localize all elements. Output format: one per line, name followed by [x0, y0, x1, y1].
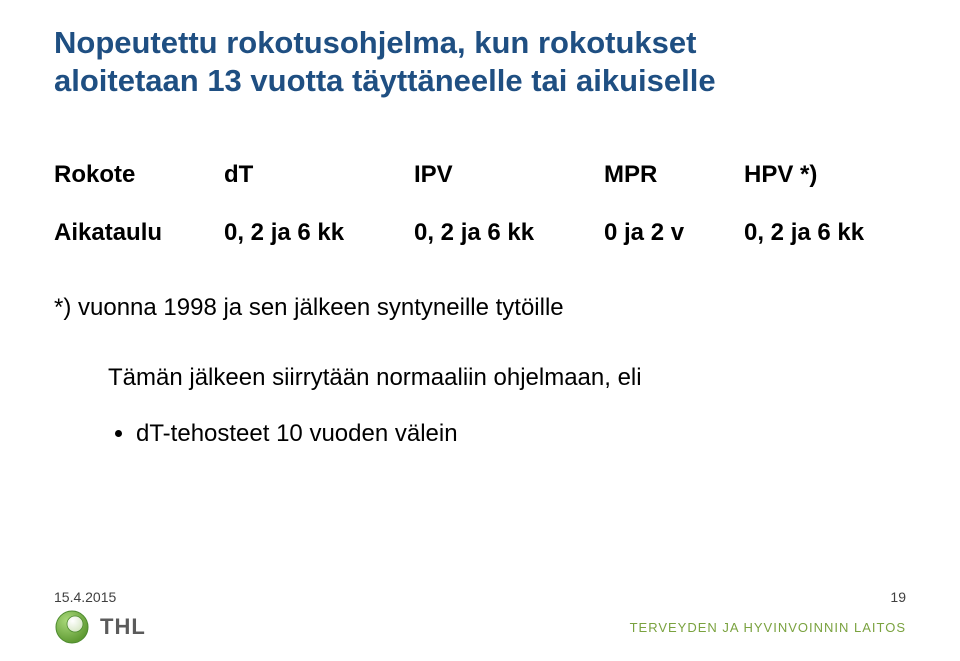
title-line-1: Nopeutettu rokotusohjelma, kun rokotukse…	[54, 25, 696, 60]
col-hpv: HPV *)	[744, 146, 904, 204]
after-paragraph: Tämän jälkeen siirrytään normaaliin ohje…	[54, 364, 906, 392]
col-rokote: Rokote	[54, 146, 224, 204]
cell-dt: 0, 2 ja 6 kk	[224, 204, 414, 262]
cell-mpr: 0 ja 2 v	[604, 204, 744, 262]
footer-left: THL	[54, 609, 146, 645]
page-title: Nopeutettu rokotusohjelma, kun rokotukse…	[54, 24, 906, 100]
cell-ipv: 0, 2 ja 6 kk	[414, 204, 604, 262]
brand-text: THL	[100, 614, 146, 640]
cell-hpv: 0, 2 ja 6 kk	[744, 204, 904, 262]
col-dt: dT	[224, 146, 414, 204]
col-ipv: IPV	[414, 146, 604, 204]
table-footnote: *) vuonna 1998 ja sen jälkeen syntyneill…	[54, 294, 906, 322]
schedule-table: Rokote dT IPV MPR HPV *) Aikataulu 0, 2 …	[54, 146, 904, 262]
footer-tagline: TERVEYDEN JA HYVINVOINNIN LAITOS	[630, 620, 906, 635]
table-header-row: Rokote dT IPV MPR HPV *)	[54, 146, 904, 204]
slide-footer: THL TERVEYDEN JA HYVINVOINNIN LAITOS	[54, 609, 906, 645]
footer-right: TERVEYDEN JA HYVINVOINNIN LAITOS	[630, 620, 906, 635]
footer-date: 15.4.2015	[54, 589, 116, 605]
bullet-list: dT-tehosteet 10 vuoden välein	[54, 420, 906, 448]
row-label: Aikataulu	[54, 204, 224, 262]
thl-logo-icon	[54, 609, 90, 645]
slide: Nopeutettu rokotusohjelma, kun rokotukse…	[0, 0, 960, 661]
footer-page-number: 19	[878, 589, 906, 605]
title-line-2: aloitetaan 13 vuotta täyttäneelle tai ai…	[54, 63, 716, 98]
bullet-item: dT-tehosteet 10 vuoden välein	[136, 420, 906, 448]
col-mpr: MPR	[604, 146, 744, 204]
table-row: Aikataulu 0, 2 ja 6 kk 0, 2 ja 6 kk 0 ja…	[54, 204, 904, 262]
